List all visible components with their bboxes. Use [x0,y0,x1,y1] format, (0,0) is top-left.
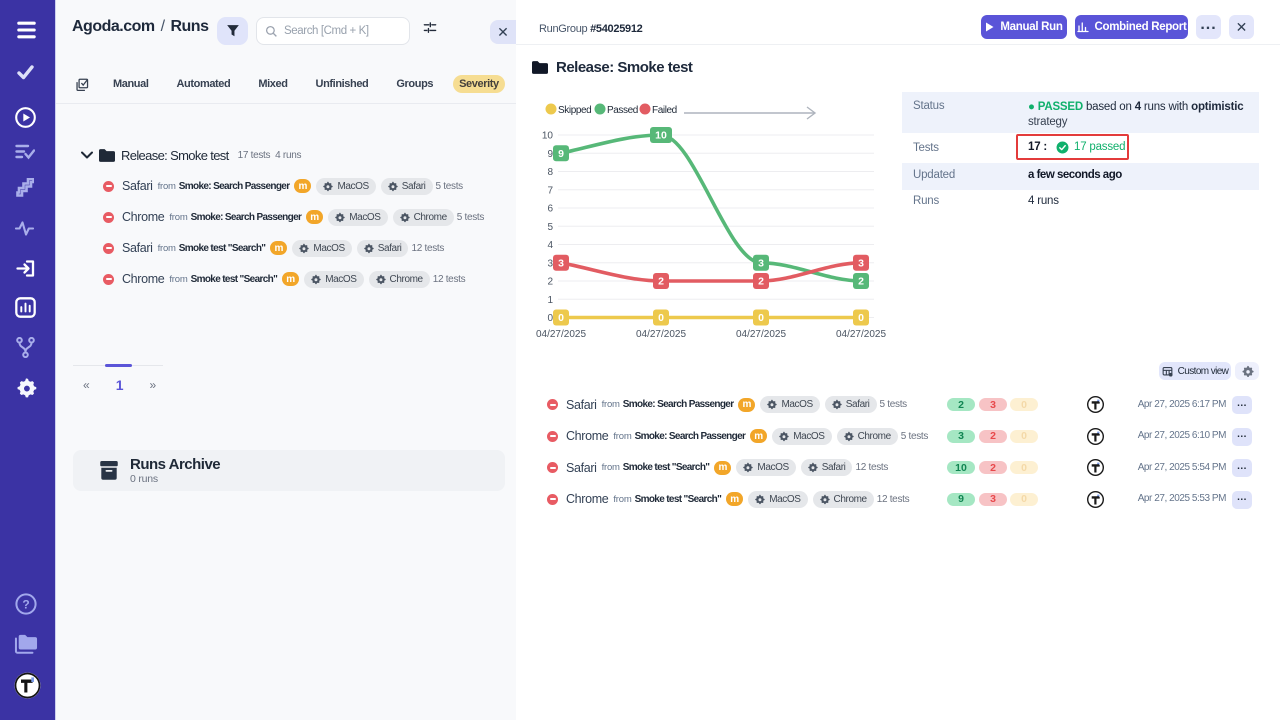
svg-text:10: 10 [542,131,554,142]
svg-text:5: 5 [547,222,553,233]
svg-text:0: 0 [858,312,864,324]
svg-text:4: 4 [547,240,553,251]
svg-text:2: 2 [658,276,664,288]
svg-text:9: 9 [558,148,564,160]
svg-text:1: 1 [547,295,553,306]
svg-text:10: 10 [655,130,667,142]
svg-text:2: 2 [858,276,864,288]
svg-text:3: 3 [758,258,764,270]
svg-text:8: 8 [547,167,553,178]
svg-text:2: 2 [758,276,764,288]
svg-text:04/27/2025: 04/27/2025 [536,329,586,340]
svg-text:9: 9 [547,149,553,160]
svg-text:0: 0 [758,312,764,324]
svg-text:6: 6 [547,204,553,215]
svg-text:2: 2 [547,277,553,288]
svg-text:04/27/2025: 04/27/2025 [836,329,886,340]
svg-text:?: ? [22,598,29,612]
svg-text:3: 3 [558,258,564,270]
svg-text:04/27/2025: 04/27/2025 [636,329,686,340]
svg-text:3: 3 [858,258,864,270]
svg-text:Skipped: Skipped [558,105,591,116]
svg-text:0: 0 [547,313,553,324]
svg-text:7: 7 [547,185,553,196]
svg-text:Failed: Failed [652,105,677,116]
svg-text:Passed: Passed [607,105,638,116]
svg-text:3: 3 [547,258,553,269]
svg-text:0: 0 [658,312,664,324]
svg-text:0: 0 [558,312,564,324]
svg-text:04/27/2025: 04/27/2025 [736,329,786,340]
